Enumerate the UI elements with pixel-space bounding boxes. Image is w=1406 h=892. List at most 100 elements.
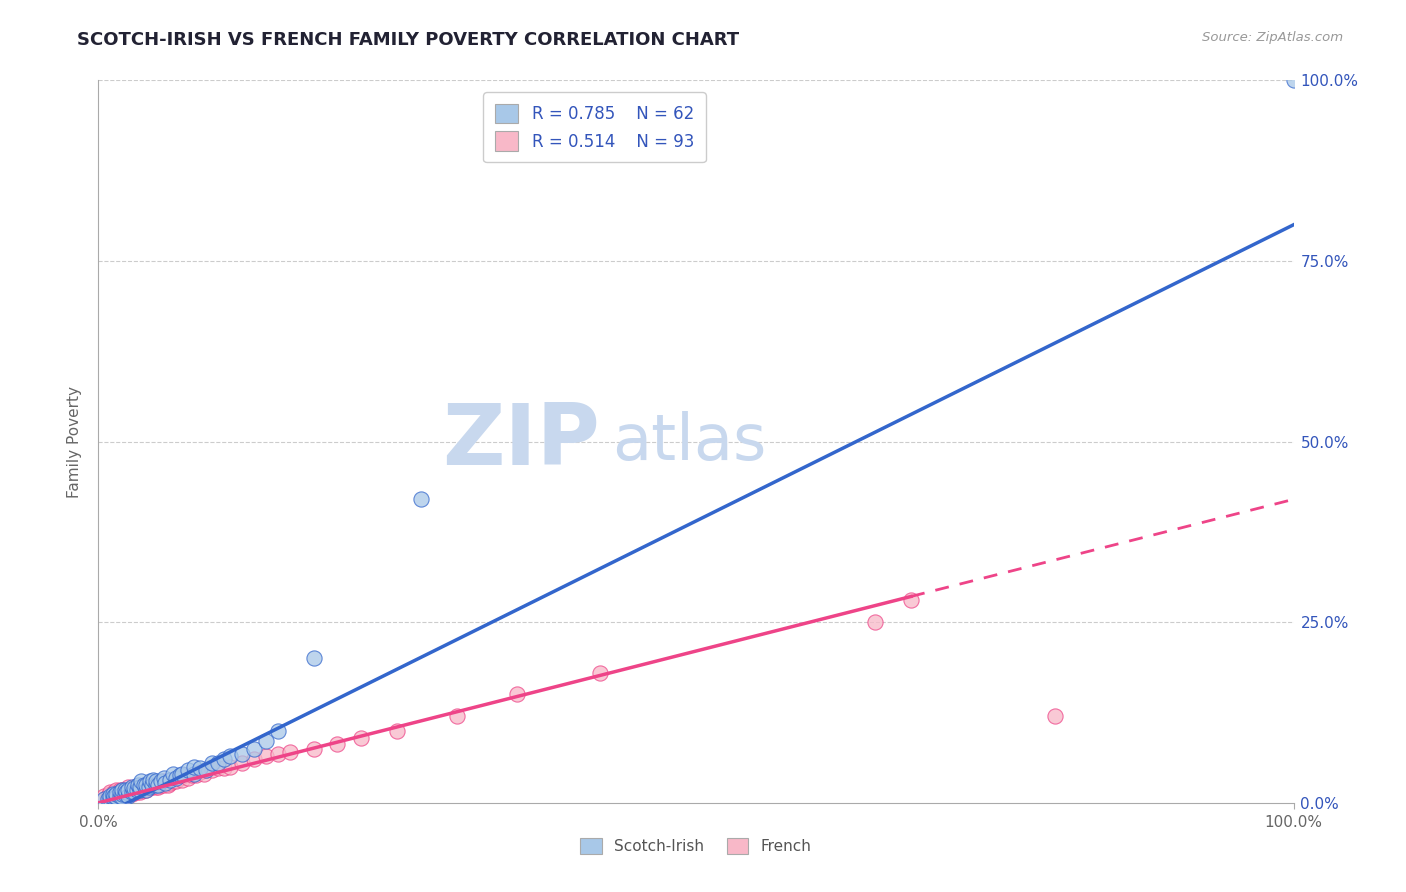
Point [114,782,136,797]
Point [1282,73,1305,87]
Point [121,781,143,796]
Point [149,774,172,789]
Point [111,782,134,797]
Point [114,787,136,801]
Point [135,778,157,792]
Point [93,792,115,806]
Point [162,774,184,789]
Point [98,792,122,806]
Point [105,787,128,801]
Point [183,760,205,774]
Point [153,771,176,785]
Point [114,782,136,797]
Point [900,593,922,607]
Point [135,778,157,792]
Point [169,768,191,782]
Legend: Scotch-Irish, French: Scotch-Irish, French [575,832,817,860]
Point [108,785,131,799]
Point [124,781,146,796]
Point [219,760,242,774]
Point [145,780,167,794]
Point [135,780,157,794]
Point [142,772,165,787]
Point [135,782,157,797]
Point [231,756,253,770]
Point [148,778,170,792]
Point [117,782,139,797]
Point [117,785,139,799]
Point [243,752,266,766]
Text: atlas: atlas [613,410,766,473]
Point [139,774,162,789]
Point [183,767,205,781]
Point [219,748,242,763]
Point [129,785,152,799]
Point [124,780,146,794]
Point [145,775,167,789]
Point [97,792,120,806]
Point [243,741,266,756]
Point [105,787,128,801]
Point [105,789,128,803]
Point [138,778,160,792]
Point [98,792,122,806]
Point [201,756,224,770]
Point [411,492,433,507]
Point [114,785,136,799]
Point [129,780,152,794]
Point [131,774,153,789]
Point [127,778,149,792]
Point [326,737,349,751]
Point [201,764,224,778]
Point [129,782,152,797]
Point [446,709,468,723]
Point [148,775,170,789]
Point [108,789,131,803]
Text: ZIP: ZIP [443,400,600,483]
Point [101,787,124,801]
Point [188,765,211,780]
Point [207,761,229,775]
Point [148,780,170,794]
Point [188,761,211,775]
Point [267,723,290,738]
Point [155,775,177,789]
Point [132,780,155,794]
Point [105,790,128,805]
Point [111,782,134,797]
Point [207,756,229,770]
Point [98,789,122,803]
Point [93,792,115,806]
Point [195,764,218,778]
Point [117,787,139,801]
Point [117,780,139,794]
Point [177,764,200,778]
Point [149,778,172,792]
Point [124,785,146,799]
Point [103,790,125,805]
Point [1043,709,1066,723]
Point [93,789,115,803]
Point [278,745,301,759]
Point [159,772,181,787]
Point [173,768,195,782]
Point [98,789,122,803]
Point [111,790,134,805]
Point [865,615,887,630]
Text: SCOTCH-IRISH VS FRENCH FAMILY POVERTY CORRELATION CHART: SCOTCH-IRISH VS FRENCH FAMILY POVERTY CO… [77,31,740,49]
Point [97,792,120,806]
Point [114,787,136,801]
Point [506,687,529,701]
Point [132,782,155,797]
Point [138,781,160,796]
Point [589,665,612,680]
Y-axis label: Family Poverty: Family Poverty [67,385,83,498]
Point [108,785,131,799]
Point [153,778,176,792]
Point [267,747,290,761]
Point [169,771,191,785]
Point [111,787,134,801]
Point [186,768,208,782]
Point [193,767,215,781]
Point [105,790,128,805]
